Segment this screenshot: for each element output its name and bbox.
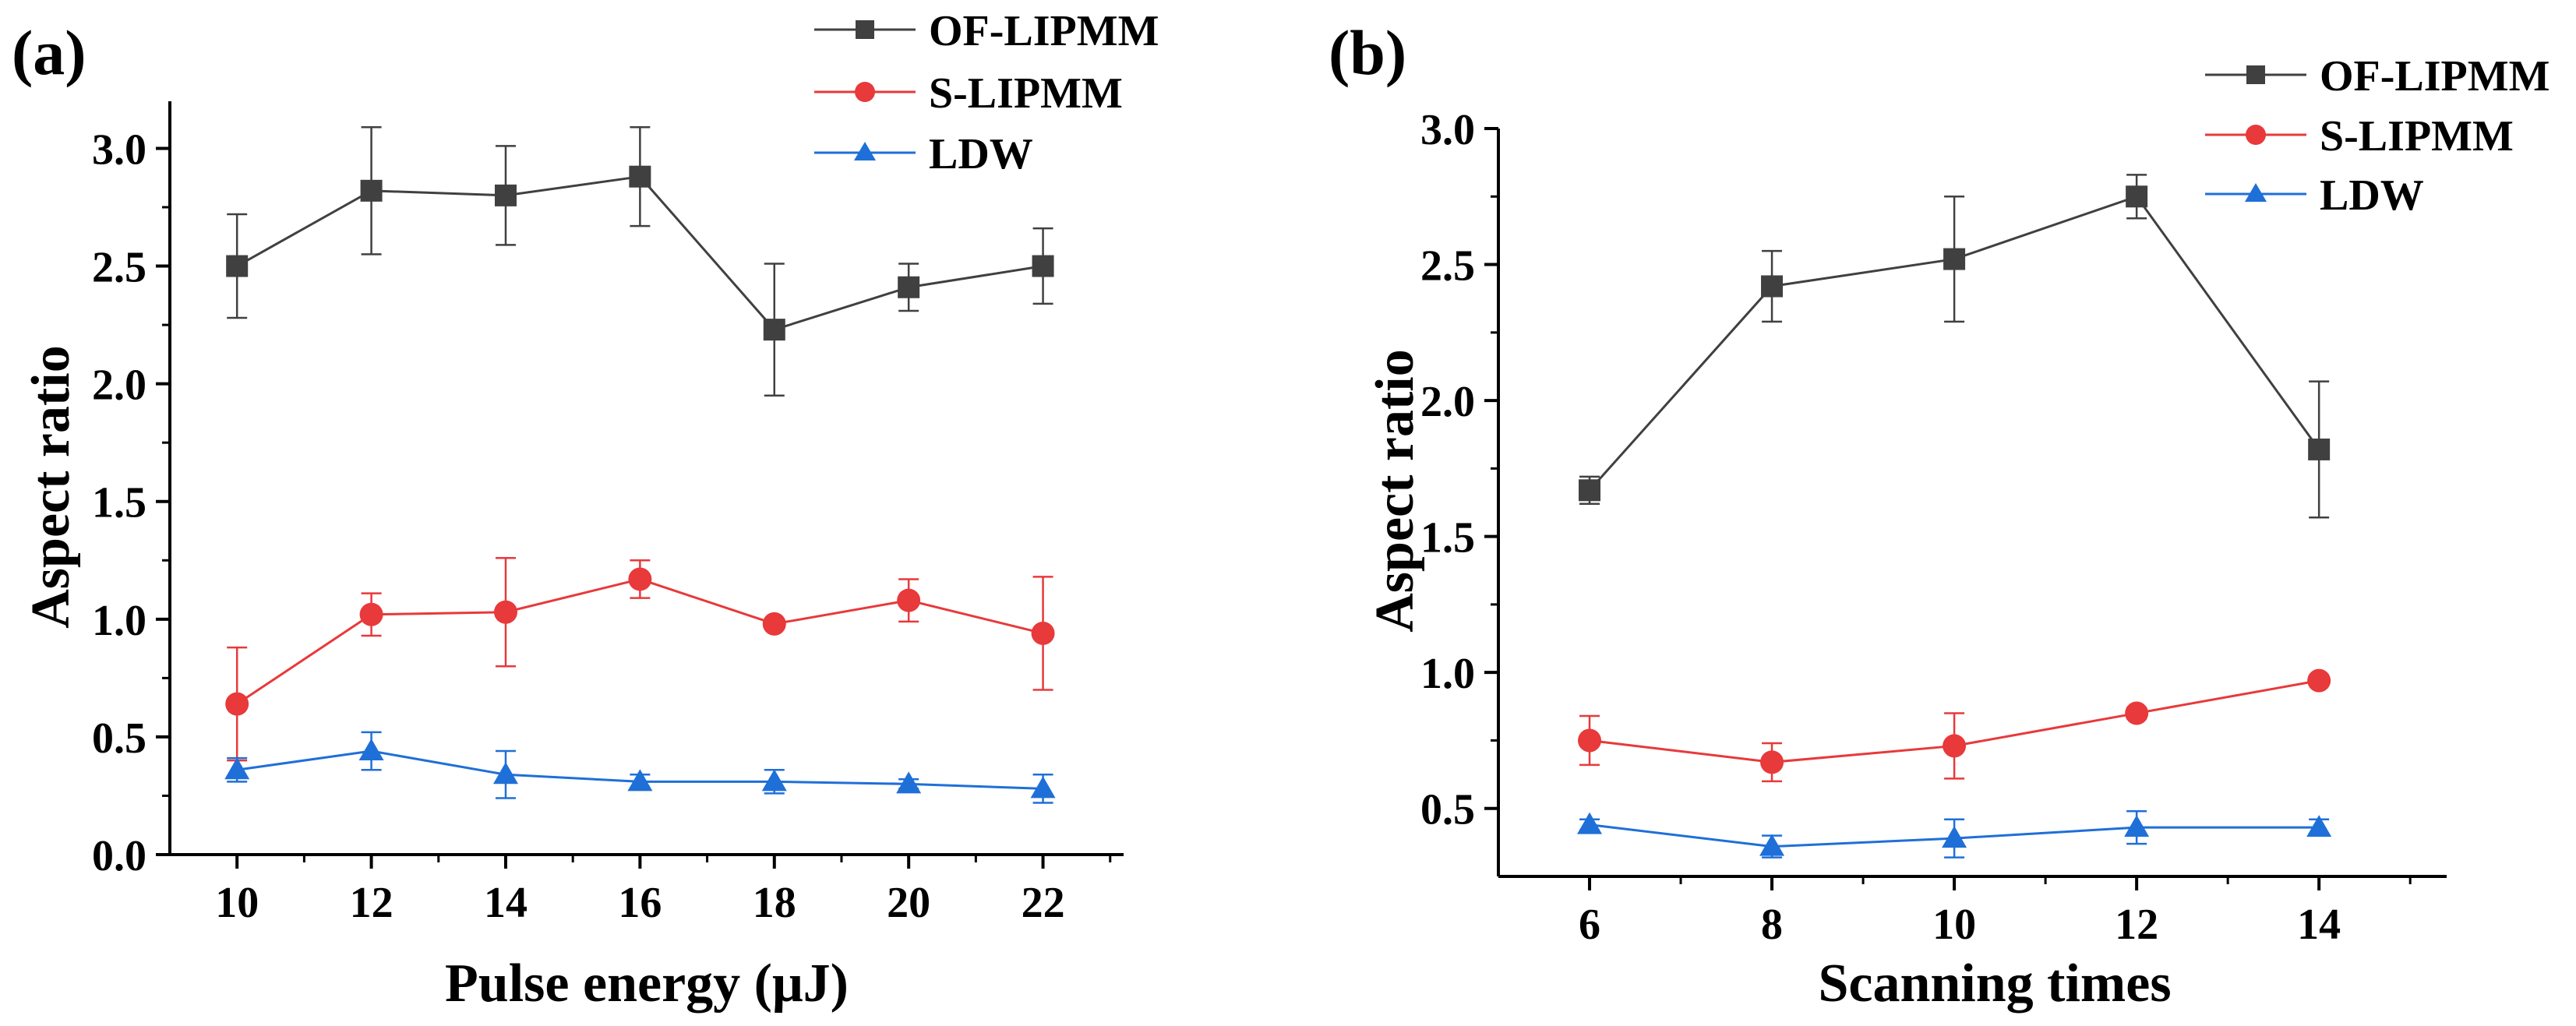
y-tick-label: 0.5 — [92, 714, 146, 763]
legend-label-s-lipmm: S-LIPMM — [929, 69, 1123, 118]
data-point-ldw — [896, 771, 922, 794]
y-tick-label: 1.5 — [92, 479, 146, 527]
legend-entry-ldw: LDW — [814, 130, 1033, 178]
data-point-of-lipmm — [360, 179, 383, 202]
panel-label-b: (b) — [1329, 17, 1406, 88]
panel-label-a: (a) — [12, 17, 86, 88]
data-point-s-lipmm — [628, 567, 652, 591]
data-point-of-lipmm — [2126, 185, 2148, 208]
y-tick-label: 2.5 — [92, 244, 146, 292]
data-point-of-lipmm — [2308, 438, 2331, 460]
x-tick-label: 10 — [1932, 901, 1976, 949]
data-point-s-lipmm — [1760, 750, 1784, 774]
data-point-of-lipmm — [226, 255, 249, 277]
x-tick-label: 16 — [618, 879, 662, 927]
x-axis-title-b: Scanning times — [1818, 954, 2171, 1014]
x-tick-label: 10 — [215, 879, 259, 927]
data-point-ldw — [2124, 815, 2150, 837]
data-point-s-lipmm — [897, 588, 921, 612]
legend-entry-of-lipmm: OF-LIPMM — [814, 7, 1159, 55]
data-point-of-lipmm — [1579, 479, 1601, 502]
x-tick-label: 12 — [350, 879, 393, 927]
y-tick-label: 2.5 — [1420, 242, 1475, 291]
y-tick-label: 1.5 — [1420, 514, 1475, 562]
data-point-s-lipmm — [359, 602, 383, 626]
x-tick-label: 20 — [887, 879, 930, 927]
y-axis-title-b: Aspect ratio — [1365, 349, 1425, 633]
y-tick-label: 3.0 — [1420, 106, 1475, 154]
data-point-ldw — [492, 762, 518, 784]
y-tick-label: 1.0 — [1420, 650, 1475, 698]
data-point-ldw — [2306, 815, 2332, 837]
legend-label-s-lipmm: S-LIPMM — [2320, 112, 2514, 160]
data-point-s-lipmm — [762, 612, 786, 636]
legend-entry-s-lipmm: S-LIPMM — [2205, 112, 2514, 160]
data-point-ldw — [761, 769, 787, 792]
x-tick-label: 22 — [1022, 879, 1065, 927]
data-point-of-lipmm — [629, 165, 651, 188]
legend-label-ldw: LDW — [2320, 171, 2424, 220]
data-point-s-lipmm — [2307, 668, 2331, 693]
data-point-s-lipmm — [1578, 728, 1602, 753]
x-tick-label: 6 — [1579, 901, 1600, 949]
legend-a: OF-LIPMM S-LIPMM LDW — [814, 7, 1159, 178]
y-tick-label: 0.0 — [92, 832, 146, 880]
legend-label-of-lipmm: OF-LIPMM — [2320, 52, 2550, 100]
legend-label-ldw: LDW — [929, 130, 1033, 178]
legend-label-of-lipmm: OF-LIPMM — [929, 7, 1159, 55]
y-tick-label: 2.0 — [92, 361, 146, 410]
x-tick-label: 14 — [484, 879, 528, 927]
y-tick-label: 3.0 — [92, 125, 146, 174]
legend-entry-of-lipmm: OF-LIPMM — [2205, 52, 2550, 100]
data-point-ldw — [224, 757, 250, 780]
data-point-s-lipmm — [493, 600, 517, 624]
x-tick-label: 8 — [1761, 901, 1783, 949]
x-tick-label: 14 — [2297, 901, 2341, 949]
data-point-s-lipmm — [1943, 734, 1967, 758]
data-point-of-lipmm — [898, 276, 920, 298]
chart-panel-a: (a) Pulse energy (μJ) Aspect ratio OF-LI… — [12, 7, 1159, 1014]
data-point-ldw — [1759, 834, 1785, 856]
data-point-ldw — [1942, 826, 1967, 848]
y-tick-label: 0.5 — [1420, 786, 1475, 834]
y-tick-label: 1.0 — [92, 597, 146, 645]
chart-panel-b: (b) Scanning times Aspect ratio OF-LIPMM… — [1329, 17, 2550, 1014]
data-point-ldw — [627, 769, 653, 792]
data-point-s-lipmm — [1031, 621, 1055, 645]
data-point-of-lipmm — [1761, 275, 1784, 298]
data-point-of-lipmm — [763, 319, 785, 341]
x-axis-title-a: Pulse energy (μJ) — [445, 954, 849, 1014]
x-tick-label: 12 — [2115, 901, 2158, 949]
legend-entry-s-lipmm: S-LIPMM — [814, 69, 1123, 118]
legend-entry-ldw: LDW — [2205, 171, 2424, 220]
data-point-of-lipmm — [1943, 248, 1966, 270]
data-point-of-lipmm — [1032, 255, 1054, 277]
y-axis-title-a: Aspect ratio — [21, 345, 81, 629]
legend-b: OF-LIPMM S-LIPMM LDW — [2205, 52, 2550, 220]
data-point-ldw — [1030, 776, 1056, 799]
data-point-ldw — [358, 739, 384, 761]
data-point-s-lipmm — [2125, 701, 2149, 725]
data-point-s-lipmm — [225, 692, 249, 716]
y-tick-label: 2.0 — [1420, 378, 1475, 426]
data-point-of-lipmm — [494, 184, 517, 206]
data-point-ldw — [1577, 812, 1603, 834]
x-tick-label: 18 — [753, 879, 796, 927]
